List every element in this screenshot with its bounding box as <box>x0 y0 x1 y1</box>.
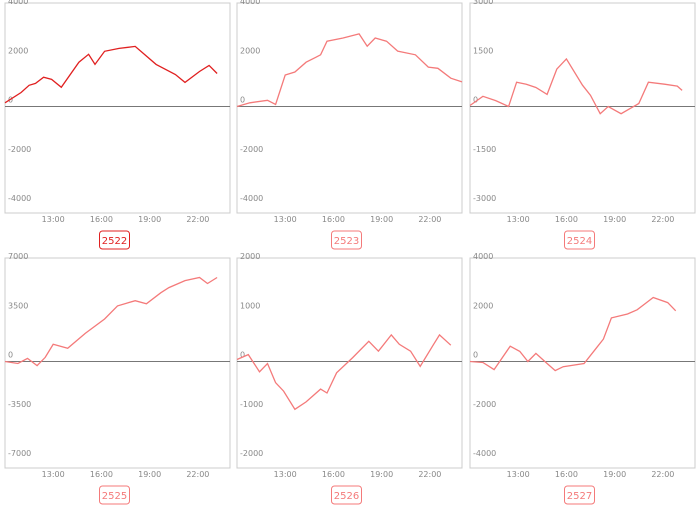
y-tick-label: 2000 <box>473 301 493 310</box>
tab-button[interactable] <box>564 485 595 505</box>
x-tick-label: 19:00 <box>138 470 161 479</box>
x-tick-label: 13:00 <box>42 215 65 224</box>
y-tick-label: 0 <box>473 351 478 360</box>
tab-button[interactable] <box>564 230 595 250</box>
x-tick-label: 13:00 <box>507 470 530 479</box>
x-tick-label: 19:00 <box>370 470 393 479</box>
y-tick-label: 4000 <box>473 252 493 261</box>
y-tick-label: 1000 <box>240 301 260 310</box>
line-series <box>4 45 218 104</box>
y-tick-label: -4000 <box>240 194 263 203</box>
chart-panel <box>4 2 231 214</box>
x-tick-label: 19:00 <box>603 470 626 479</box>
y-tick-label: 2000 <box>240 46 260 55</box>
line-series <box>469 57 683 115</box>
y-tick-label: 3000 <box>473 0 493 6</box>
tab-button[interactable] <box>99 230 130 250</box>
line-series <box>236 333 452 411</box>
x-tick-label: 13:00 <box>42 470 65 479</box>
chart-panel <box>469 2 696 214</box>
tab-label[interactable]: 2524 <box>567 236 592 247</box>
x-tick-label: 22:00 <box>418 215 441 224</box>
line-series <box>236 33 463 108</box>
tab-button[interactable] <box>331 230 362 250</box>
line-series <box>4 276 218 367</box>
x-tick-label: 22:00 <box>418 470 441 479</box>
y-tick-label: -2000 <box>473 400 496 409</box>
y-tick-label: 0 <box>8 351 13 360</box>
y-tick-label: -1500 <box>473 145 496 154</box>
y-tick-label: 2000 <box>8 46 28 55</box>
y-tick-label: -4000 <box>473 449 496 458</box>
tab-label[interactable]: 2522 <box>102 236 127 247</box>
y-tick-label: 7000 <box>8 252 28 261</box>
x-tick-label: 22:00 <box>651 470 674 479</box>
tab-button[interactable] <box>99 485 130 505</box>
x-tick-label: 16:00 <box>322 215 345 224</box>
y-tick-label: 3500 <box>8 301 28 310</box>
y-tick-label: -2000 <box>8 145 31 154</box>
y-tick-label: -4000 <box>8 194 31 203</box>
y-tick-label: -2000 <box>240 145 263 154</box>
x-tick-label: 19:00 <box>370 215 393 224</box>
y-tick-label: -3000 <box>473 194 496 203</box>
tab-label[interactable]: 2525 <box>102 491 127 502</box>
y-tick-label: -2000 <box>240 449 263 458</box>
x-tick-label: 16:00 <box>555 470 578 479</box>
line-series <box>469 296 677 372</box>
x-tick-label: 16:00 <box>555 215 578 224</box>
y-tick-label: -3500 <box>8 400 31 409</box>
x-tick-label: 13:00 <box>274 215 297 224</box>
x-tick-label: 22:00 <box>186 215 209 224</box>
x-tick-label: 19:00 <box>138 215 161 224</box>
y-tick-label: 2000 <box>240 252 260 261</box>
x-tick-label: 19:00 <box>603 215 626 224</box>
chart-panel <box>236 2 463 214</box>
y-tick-label: -7000 <box>8 449 31 458</box>
y-tick-label: 4000 <box>240 0 260 6</box>
chart-panel <box>469 257 696 469</box>
tab-label[interactable]: 2526 <box>334 491 359 502</box>
tab-label[interactable]: 2527 <box>567 491 592 502</box>
y-tick-label: 1500 <box>473 46 493 55</box>
x-tick-label: 16:00 <box>322 470 345 479</box>
y-tick-label: -1000 <box>240 400 263 409</box>
x-tick-label: 22:00 <box>651 215 674 224</box>
x-tick-label: 13:00 <box>507 215 530 224</box>
y-tick-label: 4000 <box>8 0 28 6</box>
x-tick-label: 16:00 <box>90 215 113 224</box>
y-tick-label: 0 <box>473 96 478 105</box>
tab-button[interactable] <box>331 485 362 505</box>
x-tick-label: 16:00 <box>90 470 113 479</box>
chart-panel <box>4 257 231 469</box>
x-tick-label: 13:00 <box>274 470 297 479</box>
x-tick-label: 22:00 <box>186 470 209 479</box>
y-tick-label: 0 <box>240 96 245 105</box>
chart-panel <box>236 257 463 469</box>
y-tick-label: 0 <box>240 351 245 360</box>
tab-label[interactable]: 2523 <box>334 236 359 247</box>
